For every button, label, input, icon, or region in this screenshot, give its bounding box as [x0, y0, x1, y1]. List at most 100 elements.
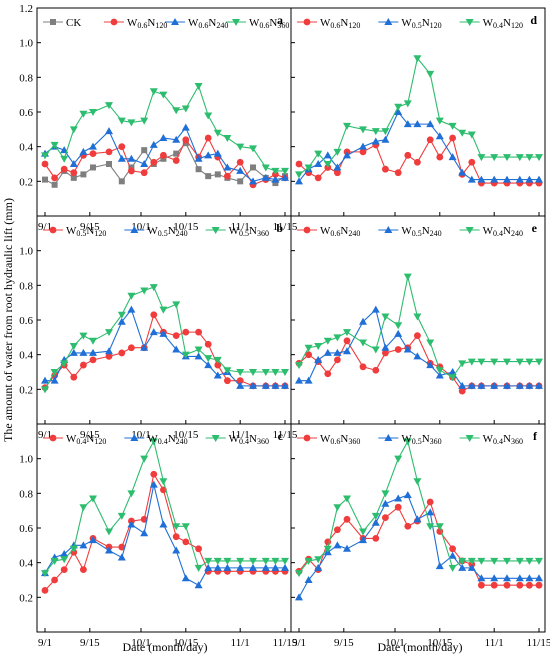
- data-point: [448, 564, 457, 572]
- data-point: [140, 529, 149, 537]
- data-point: [172, 345, 181, 353]
- data-point: [89, 150, 97, 158]
- data-point: [236, 166, 245, 174]
- data-point: [127, 344, 135, 352]
- data-point: [503, 358, 511, 366]
- legend-marker: [465, 19, 474, 26]
- data-point: [525, 381, 534, 389]
- data-point: [41, 570, 49, 578]
- data-point: [435, 562, 444, 570]
- data-point: [194, 352, 203, 360]
- data-point: [159, 520, 168, 528]
- legend-label: W0.5N360: [229, 225, 269, 238]
- data-point: [204, 355, 213, 363]
- data-point: [535, 581, 543, 589]
- data-point: [51, 181, 58, 188]
- data-point: [236, 381, 245, 389]
- panel-letter: c: [278, 429, 284, 443]
- data-point: [490, 557, 499, 565]
- legend-label: W0.4N240: [147, 433, 187, 446]
- data-point: [359, 363, 367, 371]
- data-point: [181, 351, 190, 359]
- x-tick-label: 10/15: [173, 221, 199, 233]
- series-line: [298, 500, 539, 586]
- data-point: [249, 369, 257, 376]
- data-point: [467, 175, 476, 183]
- data-point: [80, 361, 87, 369]
- data-point: [118, 349, 126, 357]
- panel-letter: e: [532, 221, 538, 235]
- data-point: [426, 361, 435, 369]
- data-point: [140, 117, 149, 125]
- data-point: [468, 158, 476, 166]
- data-point: [343, 544, 351, 552]
- y-tick-label: 0.4: [19, 142, 33, 154]
- data-point: [149, 284, 158, 292]
- data-point: [89, 348, 97, 356]
- data-point: [343, 515, 351, 523]
- x-tick-label: 9/15: [80, 429, 100, 441]
- x-tick-label: 10/15: [173, 637, 199, 649]
- data-point: [394, 503, 402, 511]
- data-point: [394, 322, 403, 330]
- data-point: [323, 151, 332, 159]
- data-point: [42, 176, 48, 183]
- y-tick-label: 0.2: [19, 592, 33, 604]
- data-point: [343, 337, 351, 345]
- data-point: [403, 273, 412, 281]
- data-point: [105, 329, 113, 337]
- data-point: [105, 148, 113, 156]
- data-point: [159, 329, 168, 337]
- data-point: [204, 340, 212, 348]
- data-point: [304, 164, 313, 172]
- legend-label: W0.6N360: [320, 433, 360, 446]
- data-point: [172, 135, 181, 143]
- data-point: [372, 366, 380, 374]
- legend-marker: [130, 226, 139, 233]
- legend-marker: [50, 19, 56, 25]
- data-point: [413, 478, 422, 486]
- panel-frame-f: [290, 423, 546, 633]
- data-point: [149, 140, 158, 148]
- data-point: [79, 541, 88, 549]
- panel-letter: b: [276, 221, 283, 235]
- x-tick-label: 10/15: [173, 429, 199, 441]
- data-point: [181, 574, 190, 582]
- data-point: [525, 557, 534, 565]
- legend-label: W0.5N120: [401, 17, 441, 30]
- data-point: [426, 498, 434, 506]
- data-point: [413, 55, 422, 63]
- data-point: [105, 528, 113, 536]
- data-point: [435, 523, 444, 531]
- data-point: [394, 103, 403, 111]
- data-point: [51, 174, 58, 182]
- data-point: [194, 346, 203, 354]
- data-point: [343, 495, 351, 503]
- data-point: [182, 328, 190, 336]
- data-point: [50, 376, 59, 384]
- data-point: [41, 386, 49, 394]
- data-point: [448, 153, 457, 161]
- data-point: [105, 127, 113, 135]
- data-point: [149, 438, 158, 446]
- data-point: [515, 557, 524, 565]
- data-point: [414, 158, 421, 166]
- y-tick-label: 0.6: [19, 315, 33, 327]
- data-point: [281, 557, 289, 565]
- data-point: [490, 175, 499, 183]
- y-tick-label: 0.6: [19, 523, 33, 535]
- data-point: [324, 370, 332, 378]
- data-point: [90, 164, 96, 171]
- data-point: [128, 164, 135, 171]
- data-point: [490, 581, 498, 589]
- data-point: [172, 301, 181, 309]
- data-point: [50, 557, 59, 565]
- y-tick-label: 1.0: [19, 454, 33, 466]
- data-point: [403, 345, 412, 353]
- data-point: [79, 348, 88, 356]
- data-point: [89, 536, 97, 544]
- data-point: [261, 173, 270, 181]
- legend-marker: [384, 18, 393, 25]
- data-point: [435, 132, 444, 140]
- legend-label: W0.4N120: [66, 433, 106, 446]
